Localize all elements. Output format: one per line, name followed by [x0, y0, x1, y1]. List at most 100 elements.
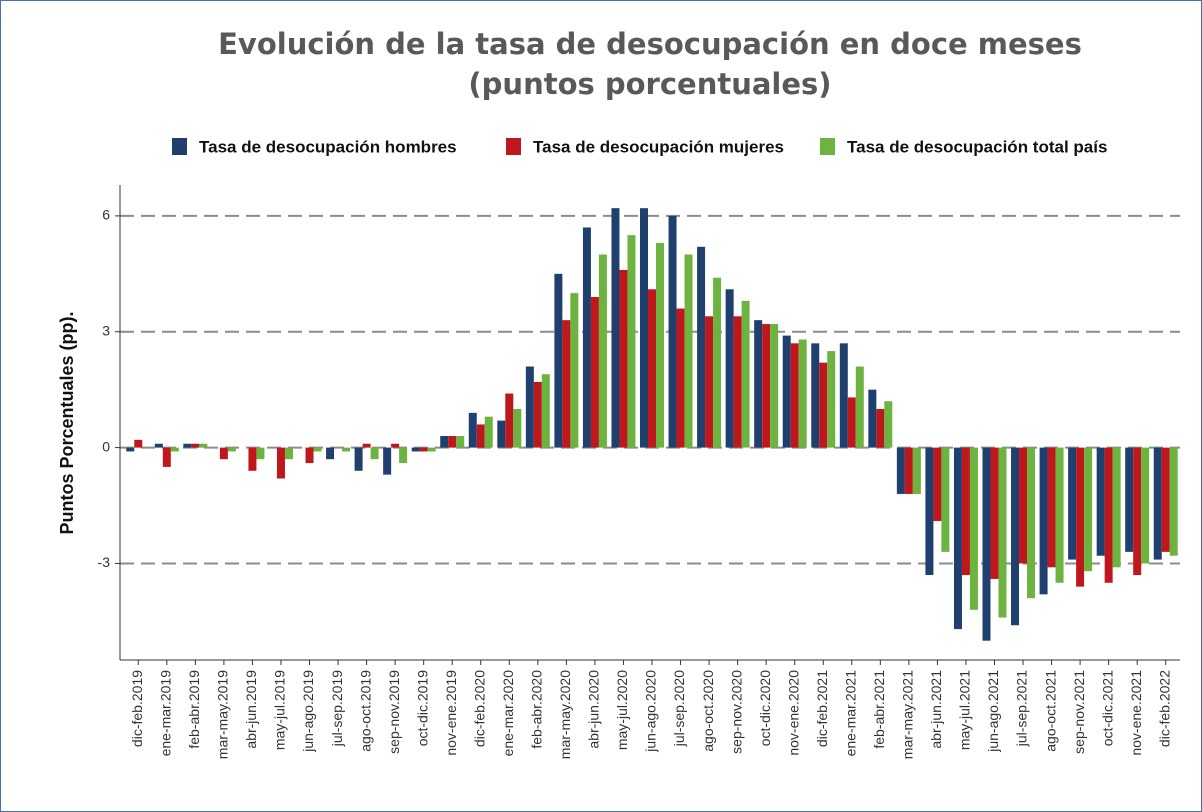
bar: [1161, 447, 1170, 552]
bar: [440, 436, 449, 448]
x-tick-label: sep-nov.2020: [728, 670, 744, 754]
bar: [912, 447, 921, 494]
bar: [941, 447, 950, 552]
bar: [668, 215, 677, 448]
x-tick-label: sep-nov.2021: [1071, 670, 1087, 754]
bar: [1141, 447, 1150, 564]
bar: [676, 308, 685, 448]
bar: [256, 447, 265, 460]
legend-swatch: [820, 138, 835, 155]
chart-subtitle: (puntos porcentuales): [468, 67, 831, 101]
bar: [219, 447, 228, 460]
bar: [448, 436, 457, 448]
x-tick-label: sep-nov.2019: [386, 670, 402, 754]
bar: [476, 424, 485, 448]
bar: [819, 362, 828, 448]
x-tick-label: may-jul.2020: [614, 670, 630, 750]
bar: [982, 447, 991, 641]
bar: [1039, 447, 1048, 595]
bar: [191, 443, 200, 448]
x-tick-label: may-jul.2019: [272, 670, 288, 750]
y-axis-label: Puntos Porcentuales (pp).: [57, 311, 77, 534]
bar: [541, 374, 550, 448]
x-tick-label: abr-jun.2021: [928, 670, 944, 749]
bar: [1125, 447, 1134, 552]
bar: [961, 447, 970, 576]
bar: [733, 316, 742, 448]
bar: [798, 339, 807, 448]
bar: [227, 447, 236, 452]
x-tick-label: abr-jun.2020: [586, 670, 602, 749]
bar: [513, 408, 522, 448]
bar: [170, 447, 179, 452]
x-tick-label: jul-sep.2021: [1014, 670, 1030, 747]
x-tick-label: ago-oct.2021: [1042, 670, 1058, 752]
bar: [427, 447, 436, 452]
x-tick-label: jul-sep.2019: [329, 670, 345, 747]
x-tick-label: feb-abr.2021: [871, 670, 887, 749]
bar: [305, 447, 314, 464]
x-tick-label: nov-ene.2020: [785, 670, 801, 756]
bar: [713, 277, 722, 448]
y-tick-label: 0: [102, 438, 110, 454]
bar: [904, 447, 913, 494]
bar: [1153, 447, 1162, 560]
bar: [754, 320, 763, 448]
bar: [884, 401, 893, 448]
bar: [419, 447, 428, 452]
bar: [248, 447, 257, 471]
bar: [1047, 447, 1056, 568]
bar: [276, 447, 285, 479]
bar: [1169, 447, 1178, 556]
bar: [953, 447, 962, 630]
chart-title: Evolución de la tasa de desocupación en …: [218, 27, 1082, 61]
bar: [705, 316, 714, 448]
bar: [933, 447, 942, 521]
bar: [362, 443, 371, 448]
bar: [183, 443, 192, 448]
x-tick-label: jun-ago.2021: [985, 670, 1001, 753]
bar: [1055, 447, 1064, 583]
bar: [570, 293, 579, 448]
bar: [969, 447, 978, 610]
bar: [383, 447, 392, 475]
bar: [1068, 447, 1077, 560]
bar: [598, 254, 607, 448]
bar: [998, 447, 1007, 618]
bar: [1104, 447, 1113, 583]
bar: [525, 366, 534, 448]
bar: [326, 447, 335, 460]
bar: [619, 269, 628, 448]
bar: [154, 443, 163, 448]
x-tick-label: jun-ago.2020: [643, 670, 659, 753]
bar: [162, 447, 171, 467]
bar: [611, 208, 620, 448]
x-tick-label: dic-feb.2019: [129, 670, 145, 747]
bar: [839, 343, 848, 448]
bar: [354, 447, 363, 471]
bar: [990, 447, 999, 579]
y-tick-label: 6: [102, 207, 110, 223]
bar: [648, 289, 656, 448]
bar: [790, 343, 799, 448]
bar: [497, 420, 506, 448]
bar: [827, 351, 836, 448]
bar: [582, 227, 591, 448]
bar: [684, 254, 693, 448]
bar: [640, 208, 649, 448]
bar: [554, 273, 563, 448]
x-tick-label: dic-feb.2021: [814, 670, 830, 747]
bar: [342, 447, 351, 452]
bar: [399, 447, 408, 464]
bar: [1096, 447, 1105, 556]
legend-text: Tasa de desocupación hombres: [199, 137, 457, 156]
legend-text: Tasa de desocupación total país: [847, 137, 1107, 156]
bar: [1027, 447, 1036, 599]
bar: [505, 393, 514, 448]
bar: [847, 397, 856, 448]
x-tick-label: ene-mar.2021: [842, 670, 858, 757]
bar: [627, 235, 636, 448]
bar: [1019, 447, 1028, 564]
bar: [1084, 447, 1093, 572]
